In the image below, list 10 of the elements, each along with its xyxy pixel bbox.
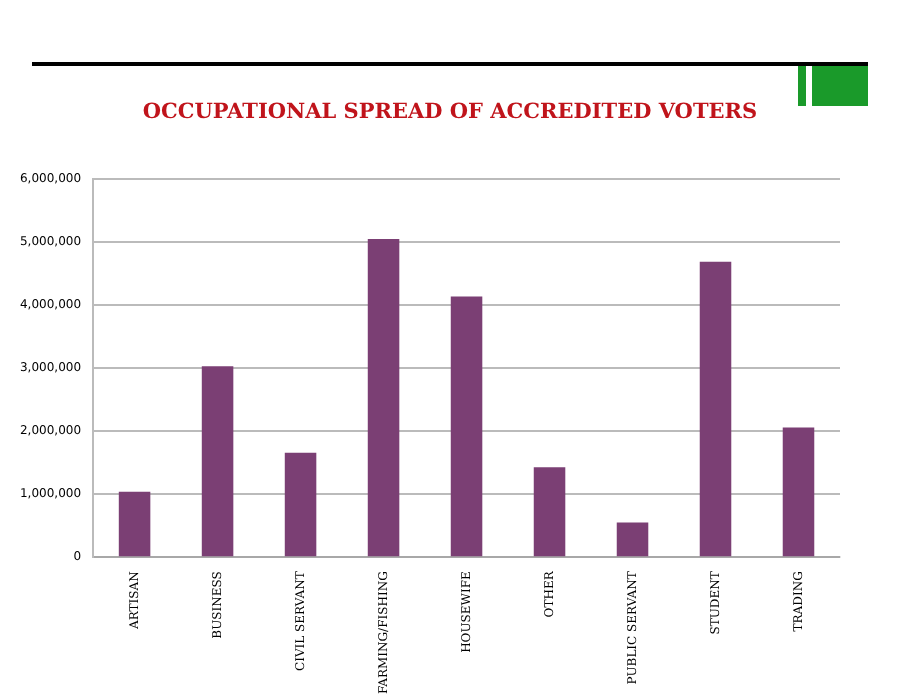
bar <box>616 522 649 557</box>
bar <box>533 467 566 557</box>
bar <box>201 366 234 557</box>
bar <box>284 452 317 557</box>
bar <box>118 491 151 557</box>
bar <box>367 239 400 557</box>
chart-title: OCCUPATIONAL SPREAD OF ACCREDITED VOTERS <box>140 100 760 124</box>
bar <box>450 296 483 557</box>
bar <box>699 261 732 557</box>
bar <box>782 427 815 557</box>
